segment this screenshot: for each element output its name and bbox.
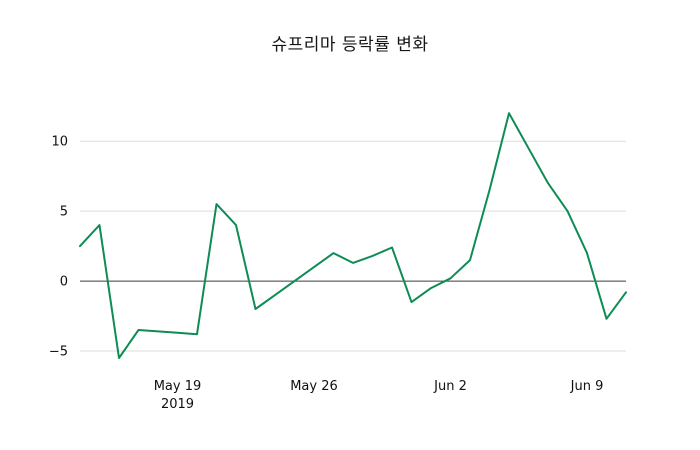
y-tick-label: 5 <box>60 205 68 220</box>
y-tick-label: 0 <box>60 275 68 290</box>
x-tick-year-label: 2019 <box>161 397 194 412</box>
x-tick-label: Jun 9 <box>570 379 604 394</box>
y-tick-label: −5 <box>49 345 68 360</box>
x-tick-label: Jun 2 <box>433 379 467 394</box>
chart-title: 슈프리마 등락률 변화 <box>271 35 429 55</box>
x-tick-label: May 26 <box>290 379 338 394</box>
series-line <box>79 112 627 359</box>
y-tick-label: 10 <box>51 135 68 150</box>
x-tick-label: May 19 <box>154 379 202 394</box>
